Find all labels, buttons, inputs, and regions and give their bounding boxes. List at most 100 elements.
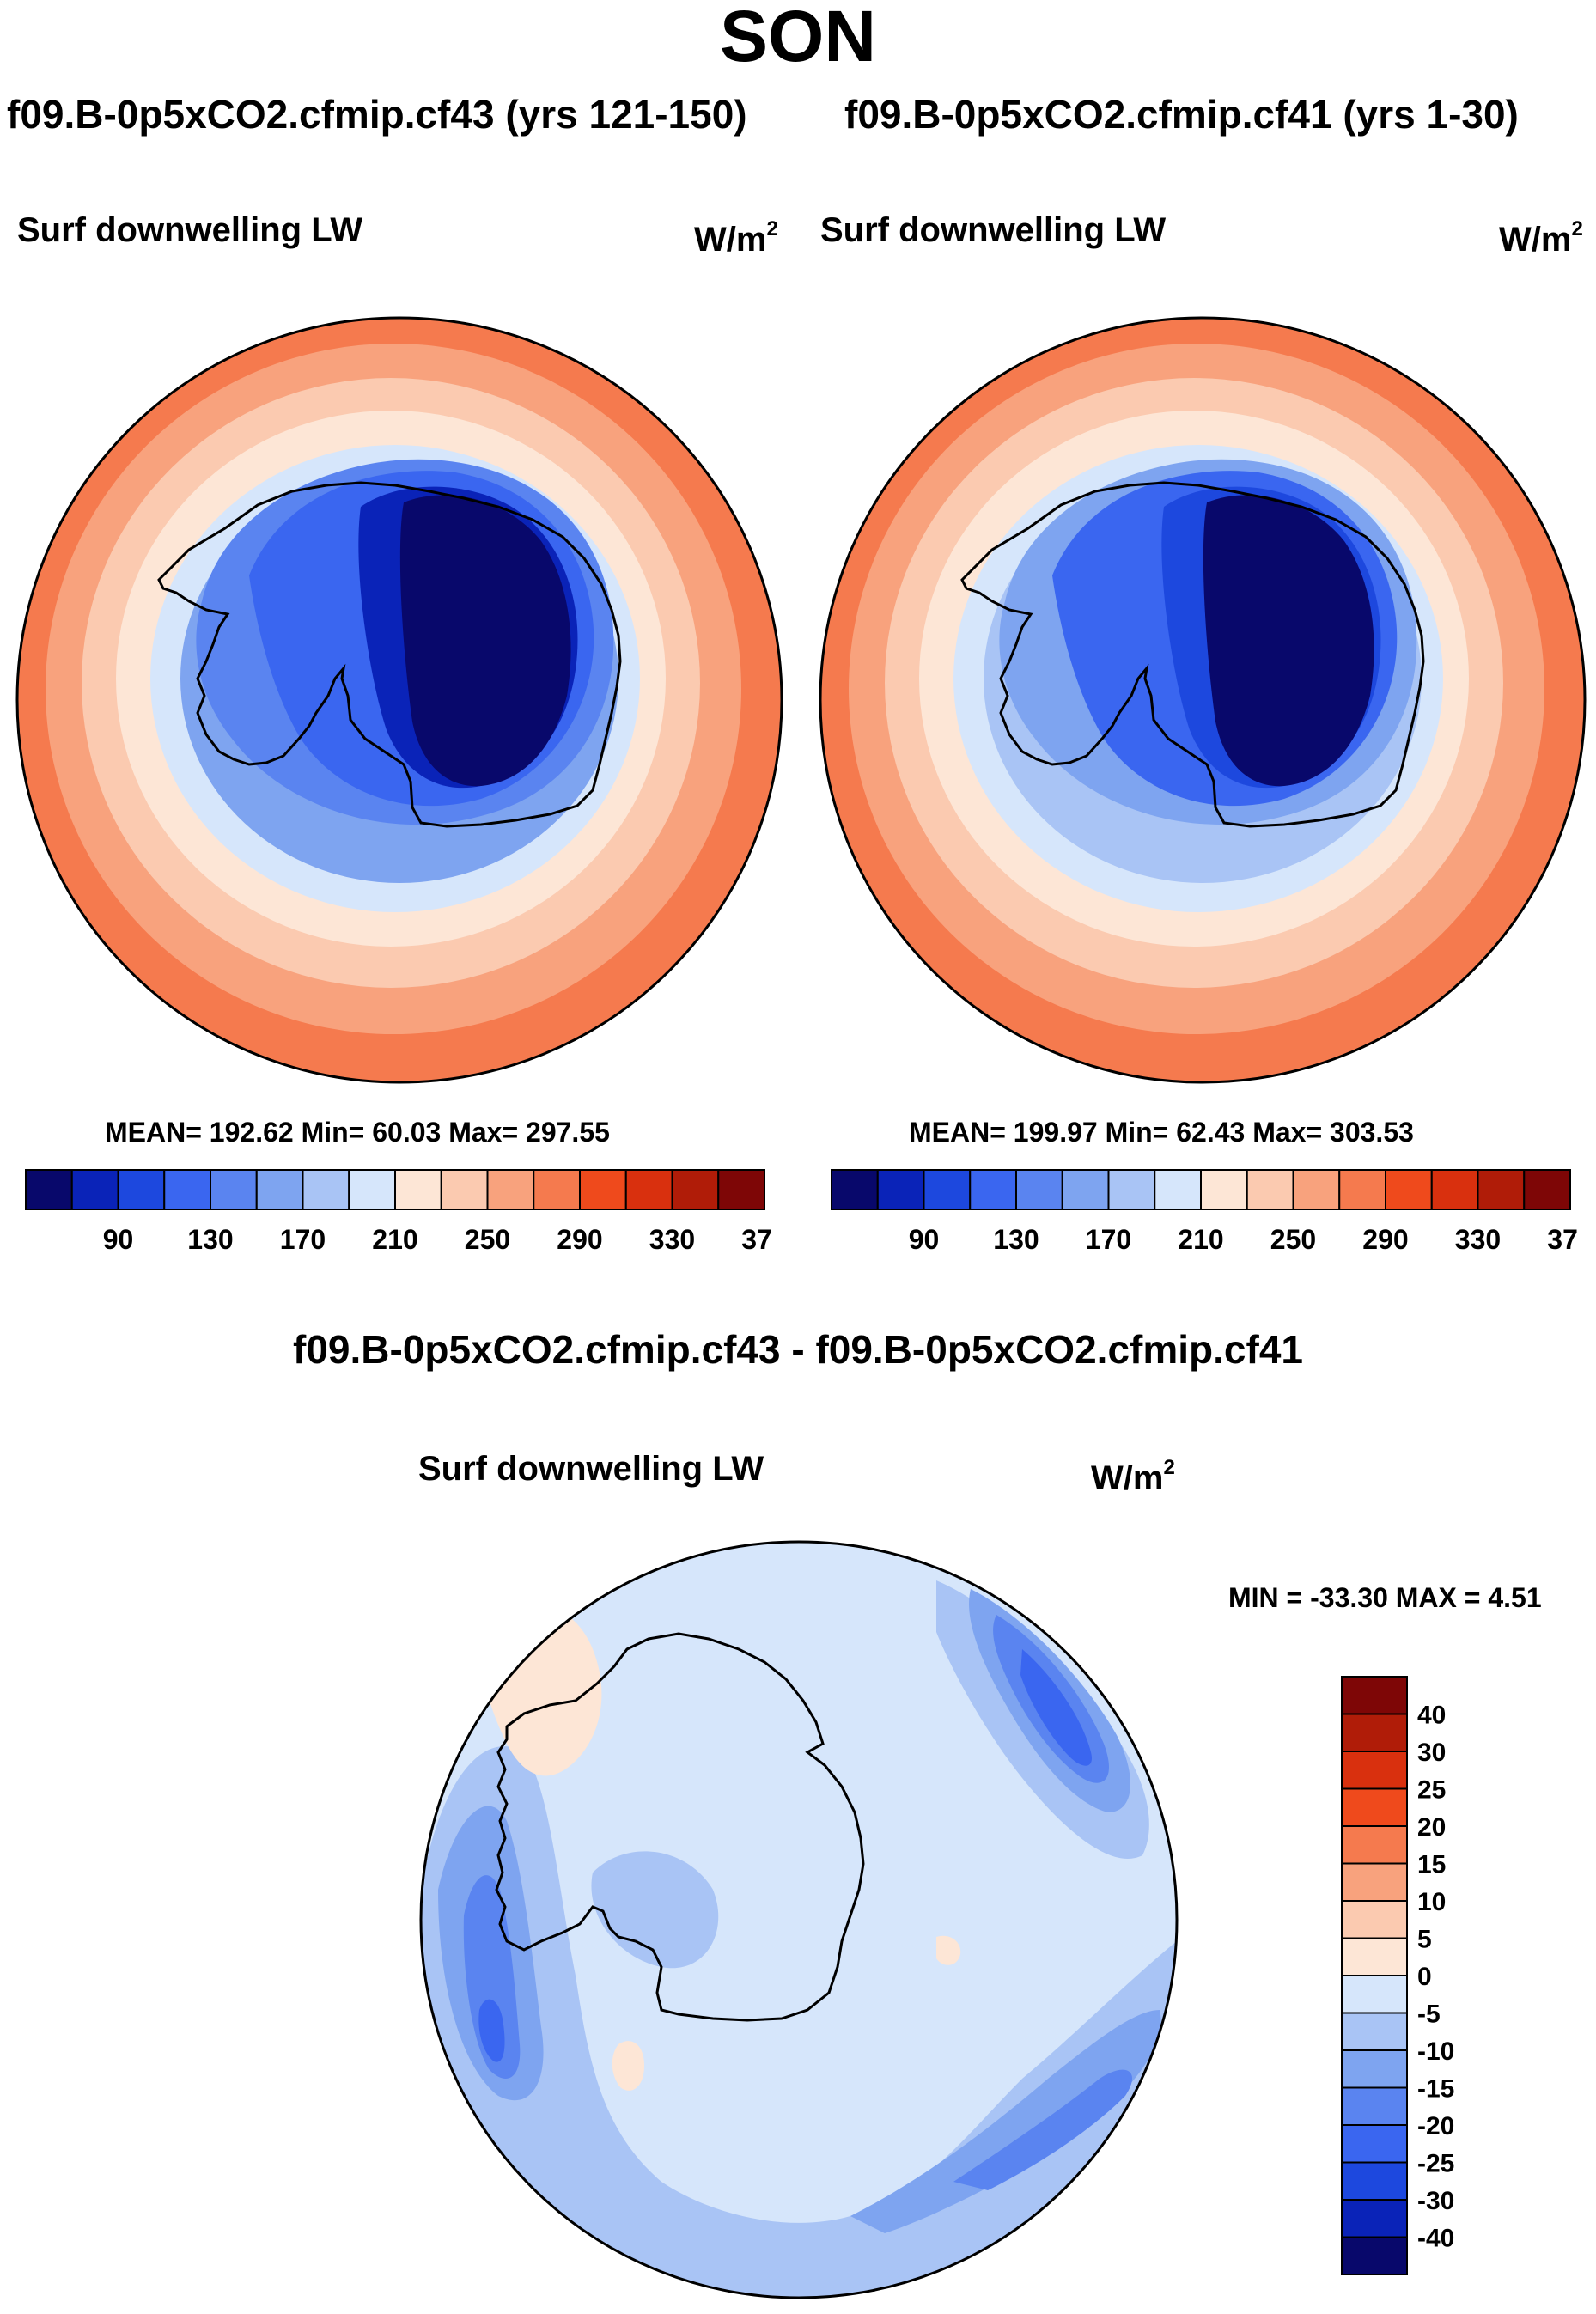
colorbar-swatch [876, 1169, 925, 1210]
colorbar-tick-label: 5 [1417, 1926, 1432, 1954]
colorbar-tick-label: 330 [1455, 1224, 1501, 1255]
colorbar-swatch [1341, 2199, 1408, 2238]
colorbar-swatch [486, 1169, 535, 1210]
colorbar-tick-label: -10 [1417, 2037, 1454, 2066]
colorbar-swatch [579, 1169, 627, 1210]
colorbar-tick-label: 30 [1417, 1739, 1446, 1767]
diff-map [419, 1540, 1179, 2299]
panel1-colorbar: 90 130 170 210 250 290 330 370 [25, 1169, 773, 1255]
colorbar-tick-label: 0 [1417, 1963, 1432, 1991]
diff-variable-title: Surf downwelling LW [418, 1450, 764, 1488]
colorbar-swatch [1292, 1169, 1341, 1210]
contour-band [953, 2069, 1133, 2190]
colorbar-tick-label: 250 [1270, 1224, 1316, 1255]
colorbar-tick-label: 290 [1362, 1224, 1408, 1255]
contour-band [1020, 1649, 1092, 1766]
colorbar-swatch [440, 1169, 489, 1210]
colorbar-swatch [533, 1169, 581, 1210]
colorbar-tick-label: 25 [1417, 1776, 1446, 1805]
colorbar-tick-label: 170 [1086, 1224, 1131, 1255]
colorbar-tick-label: 210 [1178, 1224, 1223, 1255]
colorbar-swatch [1341, 1787, 1408, 1827]
diff-colorbar: 40 30 25 20 15 10 5 0 -5 -10 -15 -20 -25 -30 -40 [1341, 1676, 1454, 2275]
colorbar-tick-label: -25 [1417, 2150, 1454, 2178]
contour-band [399, 495, 571, 787]
panel2-experiment-title: f09.B-0p5xCO2.cfmip.cf41 (yrs 1-30) [844, 92, 1519, 137]
colorbar-swatch [717, 1169, 765, 1210]
map-boundary [419, 1540, 1179, 2299]
panel1-units: W/m2 [694, 217, 778, 259]
contour-band [850, 2010, 1161, 2233]
colorbar-tick-label: 130 [993, 1224, 1039, 1255]
panel2-map [819, 316, 1587, 1084]
contour-band [463, 1875, 521, 2079]
colorbar-tick-label: -5 [1417, 2000, 1441, 2029]
colorbar-tick-label: 370 [741, 1224, 773, 1255]
panel1-stats: MEAN= 192.62 Min= 60.03 Max= 297.55 [105, 1117, 610, 1148]
colorbar-swatch [1154, 1169, 1202, 1210]
colorbar-swatch [1341, 1900, 1408, 1939]
panel1-contours [17, 318, 782, 1082]
colorbar-swatch [1246, 1169, 1294, 1210]
colorbar-swatch [163, 1169, 211, 1210]
colorbar-swatch [923, 1169, 972, 1210]
coastline [495, 1632, 865, 2022]
contour-band [936, 1935, 961, 1965]
colorbar-swatch [117, 1169, 166, 1210]
colorbar-swatch [671, 1169, 720, 1210]
main-title: SON [719, 0, 877, 76]
colorbar-swatch [1341, 1975, 1408, 2014]
coastline [960, 481, 1425, 828]
colorbar-swatch [1341, 2086, 1408, 2126]
panel1-map [15, 316, 783, 1084]
colorbar-swatch [1341, 2049, 1408, 2089]
colorbar-swatch [1341, 1937, 1408, 1976]
contour-band [503, 1574, 519, 1588]
colorbar-tick-label: 210 [372, 1224, 417, 1255]
diff-units: W/m2 [1091, 1456, 1175, 1497]
colorbar-tick-label: 290 [557, 1224, 602, 1255]
map-boundary [819, 316, 1587, 1084]
colorbar-swatch [302, 1169, 350, 1210]
colorbar-swatch [1341, 2161, 1408, 2201]
panel2-stats: MEAN= 199.97 Min= 62.43 Max= 303.53 [909, 1117, 1414, 1148]
colorbar-tick-label: 20 [1417, 1813, 1446, 1842]
colorbar-tick-label: 15 [1417, 1851, 1446, 1879]
colorbar-swatch [70, 1169, 119, 1210]
colorbar-tick-label: 170 [280, 1224, 326, 1255]
colorbar-tick-label: 90 [103, 1224, 134, 1255]
colorbar-tick-label: 40 [1417, 1702, 1446, 1730]
colorbar-tick-label: 130 [187, 1224, 233, 1255]
colorbar-swatch [25, 1169, 73, 1210]
panel2-units: W/m2 [1499, 217, 1583, 259]
map-boundary [15, 316, 783, 1084]
diff-contours [421, 1542, 1177, 2298]
colorbar-swatch [210, 1169, 258, 1210]
colorbar-swatch [831, 1169, 879, 1210]
colorbar-tick-label: -40 [1417, 2225, 1454, 2253]
panel1-variable-title: Surf downwelling LW [17, 211, 363, 249]
contour-band [612, 2041, 644, 2091]
colorbar-tick-label: -30 [1417, 2187, 1454, 2215]
diff-stats: MIN = -33.30 MAX = 4.51 [1228, 1582, 1542, 1613]
contour-band [1203, 495, 1374, 787]
colorbar-swatch [624, 1169, 673, 1210]
contour-band [421, 1542, 1177, 2298]
colorbar-swatch [1477, 1169, 1526, 1210]
diff-experiment-title: f09.B-0p5xCO2.cfmip.cf43 - f09.B-0p5xCO2… [293, 1327, 1303, 1372]
colorbar-tick-label: 250 [465, 1224, 510, 1255]
colorbar-swatch [1338, 1169, 1386, 1210]
colorbar-swatch [1061, 1169, 1110, 1210]
panel1-experiment-title: f09.B-0p5xCO2.cfmip.cf43 (yrs 121-150) [7, 92, 747, 137]
colorbar-swatch [1523, 1169, 1571, 1210]
colorbar-swatch [1341, 1862, 1408, 1902]
colorbar-swatch [1430, 1169, 1479, 1210]
colorbar-tick-label: -20 [1417, 2112, 1454, 2140]
panel2-variable-title: Surf downwelling LW [820, 211, 1167, 249]
colorbar-swatch [1107, 1169, 1156, 1210]
colorbar-tick-label: -15 [1417, 2075, 1454, 2104]
colorbar-swatch [1341, 1713, 1408, 1752]
colorbar-tick-label: 90 [909, 1224, 940, 1255]
colorbar-swatch [1200, 1169, 1248, 1210]
colorbar-swatch [969, 1169, 1017, 1210]
